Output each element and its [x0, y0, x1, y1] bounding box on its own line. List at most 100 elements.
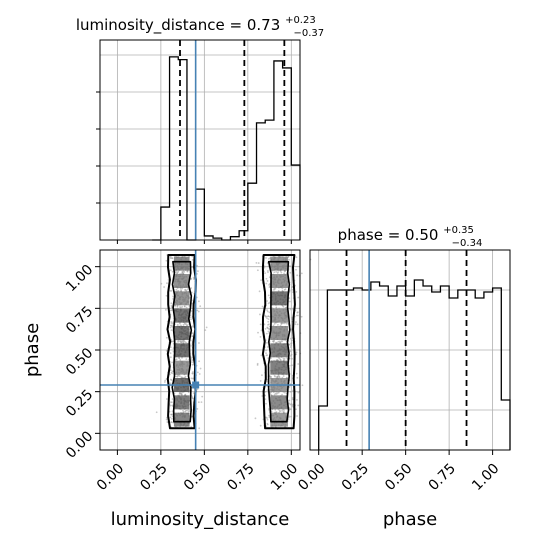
joint-scatter-point [291, 286, 293, 289]
joint-scatter-point [169, 382, 172, 385]
phase-histogram-panel: 0.00 0.25 0.50 0.75 1.00 phase phase = 0.50 … [295, 225, 511, 530]
joint-scatter-point [169, 257, 172, 260]
joint-density-cell [173, 274, 190, 288]
joint-scatter-point [276, 272, 279, 274]
joint-scatter-point [301, 384, 304, 387]
joint-scatter-point [169, 416, 172, 419]
joint-density-cell [270, 395, 288, 410]
joint-scatter-point [165, 398, 168, 400]
joint-scatter-point [295, 372, 298, 375]
joint-scatter-point [196, 371, 199, 374]
joint-scatter-point [181, 272, 184, 275]
joint-scatter-point [160, 282, 163, 285]
joint-scatter-point [266, 341, 268, 344]
joint-scatter-point [296, 415, 298, 417]
joint-scatter-point [275, 306, 278, 309]
joint-scatter-point [169, 326, 172, 329]
joint-scatter-point [295, 290, 298, 293]
joint-scatter-point [170, 302, 173, 305]
joint-scatter-point [275, 271, 278, 273]
joint-scatter-point [191, 372, 194, 375]
joint-scatter-point [177, 341, 179, 343]
luminosity-distance-title: luminosity_distance = 0.73 +0.23 −0.37 [76, 9, 324, 39]
joint-scatter-point [198, 342, 200, 344]
joint-scatter-point [180, 306, 182, 309]
joint-scatter-point [296, 311, 299, 314]
joint-density-cell [270, 308, 288, 323]
joint-scatter-point [184, 323, 186, 325]
joint-density-cell [173, 395, 190, 410]
joint-x-tick-labels: 0.00 0.25 0.50 0.75 1.00 [94, 461, 301, 494]
joint-scatter-point [171, 417, 173, 420]
joint-scatter-point [283, 322, 286, 325]
joint-scatter-point [182, 409, 184, 412]
joint-scatter-point [267, 318, 270, 321]
joint-scatter-point [266, 270, 269, 272]
joint-scatter-point [187, 410, 190, 413]
joint-scatter-point [183, 305, 186, 308]
joint-scatter-point [280, 271, 283, 274]
joint-scatter-point [254, 417, 257, 420]
joint-scatter-point [259, 335, 262, 338]
joint-scatter-point [179, 324, 182, 327]
joint-scatter-point [260, 279, 262, 282]
joint-scatter-point [170, 329, 173, 332]
joint-x-tick-label: 0.00 [94, 461, 127, 494]
joint-scatter-point [192, 377, 194, 380]
joint-y-tick-label: 0.00 [63, 428, 96, 461]
joint-scatter-point [289, 308, 292, 311]
joint-scatter-point [179, 340, 182, 343]
joint-scatter-point [268, 286, 271, 288]
joint-scatter-point [283, 409, 285, 412]
joint-scatter-point [178, 322, 181, 325]
joint-scatter-point [266, 300, 268, 302]
joint-density-cell [173, 308, 190, 323]
joint-density-cells [173, 256, 288, 427]
joint-scatter-point [289, 265, 291, 267]
joint-scatter-point [260, 329, 263, 332]
joint-scatter-point [273, 271, 276, 274]
joint-scatter-point [164, 308, 167, 311]
joint-scatter-point [261, 374, 263, 377]
joint-scatter-point [264, 398, 267, 401]
joint-scatter-point [204, 329, 207, 332]
joint-scatter-point [155, 411, 158, 414]
joint-scatter-point [296, 323, 299, 326]
joint-scatter-point [270, 357, 272, 359]
joint-scatter-point [196, 309, 199, 312]
joint-scatter-point [276, 375, 279, 378]
luminosity-distance-hist-ticks [96, 91, 292, 244]
joint-y-tick-label: 0.75 [63, 303, 96, 336]
joint-scatter-point [283, 270, 286, 273]
joint-scatter-point [274, 392, 277, 395]
joint-scatter-point [291, 364, 293, 367]
joint-scatter-point [279, 410, 282, 413]
joint-x-tick-label: 1.00 [268, 461, 301, 494]
joint-scatter-point [295, 408, 297, 411]
joint-scatter-point [266, 309, 268, 311]
joint-scatter-point [170, 413, 173, 416]
joint-scatter-point [268, 284, 270, 286]
joint-scatter-point [163, 381, 166, 383]
joint-scatter-point [257, 331, 259, 334]
joint-scatter-point [300, 272, 303, 275]
joint-scatter-point [289, 300, 291, 303]
joint-scatter-point [296, 274, 299, 277]
joint-scatter-point [300, 315, 303, 318]
joint-scatter-point [185, 289, 188, 292]
joint-scatter-point [185, 358, 188, 361]
joint-scatter-point [266, 317, 268, 320]
joint-density-cell [270, 326, 288, 340]
joint-scatter-point [199, 305, 202, 308]
joint-scatter-point [295, 256, 298, 259]
joint-scatter-point [164, 379, 167, 382]
joint-scatter-point [282, 375, 285, 377]
joint-scatter-point [281, 304, 284, 307]
joint-scatter-point [286, 357, 289, 359]
luminosity-distance-title-lower: −0.37 [294, 28, 325, 39]
joint-scatter-point [287, 416, 290, 419]
joint-scatter-point [267, 320, 270, 323]
joint-scatter-point [297, 404, 300, 407]
joint-scatter-point [277, 324, 279, 326]
